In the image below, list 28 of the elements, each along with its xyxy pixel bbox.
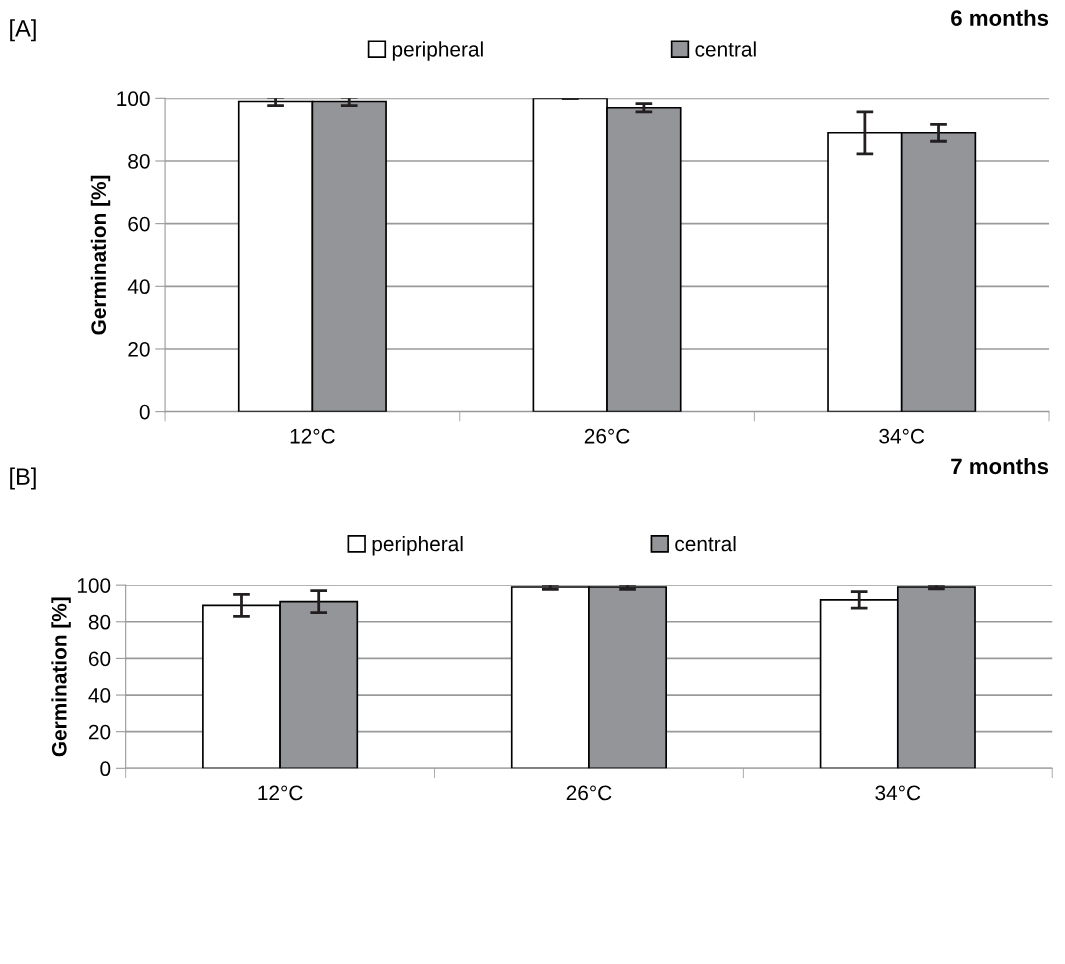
x-tick-label: 26°C	[566, 785, 612, 801]
y-tick-label: 0	[139, 404, 150, 420]
y-tick-label: 0	[100, 761, 111, 777]
y-tick-label: 100	[77, 578, 111, 593]
y-axis-title: Germination [%]	[51, 597, 71, 757]
y-tick-label: 40	[88, 688, 111, 703]
x-tick-label: 12°C	[290, 428, 335, 444]
legend-label: peripheral	[372, 535, 463, 556]
y-tick-label: 80	[88, 614, 111, 630]
y-tick-label: 60	[88, 651, 111, 667]
x-tick-label: 12°C	[258, 785, 303, 801]
y-axis-title: Germination [%]	[90, 175, 111, 335]
legend-label: peripheral	[392, 41, 483, 61]
legend-label: central	[675, 535, 736, 552]
x-tick-label: 26°C	[584, 428, 630, 444]
legend-label: central	[695, 41, 756, 57]
y-tick-label: 100	[117, 91, 150, 107]
y-tick-label: 20	[128, 341, 150, 357]
chart-title: 7 months	[951, 457, 1049, 475]
x-tick-label: 34°C	[875, 785, 921, 801]
chart-title: 6 months	[951, 9, 1049, 26]
y-tick-label: 60	[128, 216, 150, 232]
y-tick-label: 20	[88, 724, 111, 740]
text: [B]	[10, 467, 36, 490]
y-tick-label: 40	[127, 279, 150, 295]
text: [A]	[10, 19, 36, 42]
x-tick-label: 34°C	[879, 428, 925, 444]
y-tick-label: 80	[128, 153, 150, 169]
